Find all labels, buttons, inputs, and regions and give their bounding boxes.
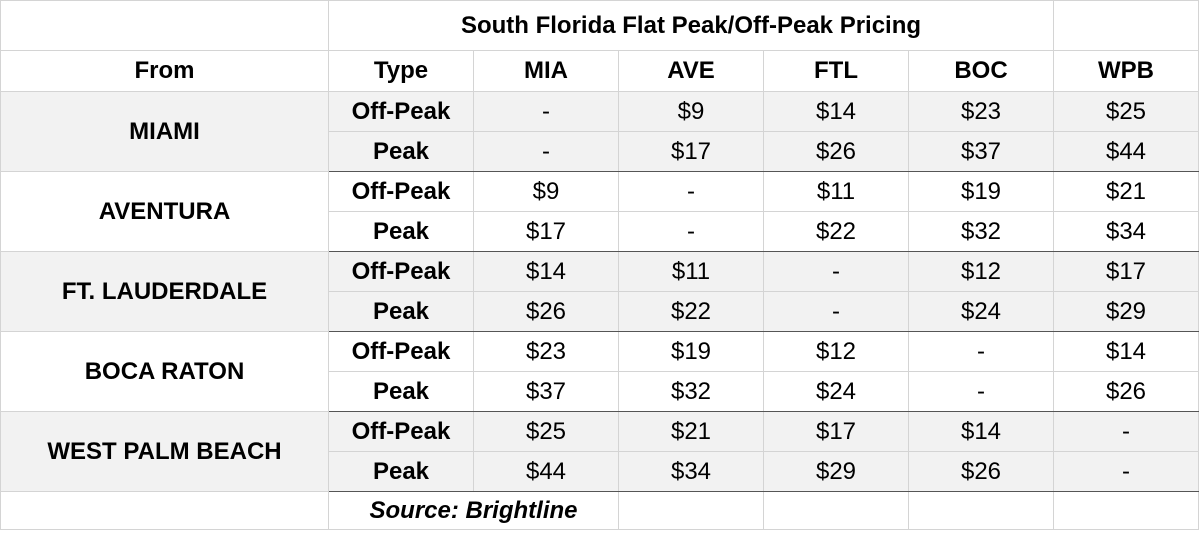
source-row: Source: Brightline [0, 491, 1199, 530]
price-cell: - [763, 251, 909, 292]
price-cell: - [473, 91, 619, 132]
table-row: Peak $44 $34 $29 $26- [1, 451, 1199, 492]
price-cell: - [473, 131, 619, 172]
price-cell: $14 [1053, 331, 1199, 372]
fare-type-cell: Peak [328, 211, 474, 252]
price-cell: $23 [473, 331, 619, 372]
price-cell: $12 [763, 331, 909, 372]
price-cell: $17 [618, 131, 764, 172]
price-cell: $11 [763, 171, 909, 212]
price-cell: $19 [908, 171, 1054, 212]
from-station-cell: AVENTURA [0, 171, 329, 252]
fare-type-cell: Peak [328, 131, 474, 172]
price-cell: $19 [618, 331, 764, 372]
column-header: Type [328, 50, 474, 92]
table-row: WEST PALM BEACH Off-Peak $25 $21 $17 $14- [0, 411, 1199, 492]
price-cell: $26 [908, 451, 1054, 492]
price-cell: $14 [763, 91, 909, 132]
table-row: BOCA RATON Off-Peak $23 $19 $12- $14 [0, 331, 1199, 412]
price-cell: $21 [618, 411, 764, 452]
blank-cell[interactable] [908, 491, 1054, 530]
table-title: South Florida Flat Peak/Off-Peak Pricing [328, 0, 1054, 51]
price-cell: - [618, 211, 764, 252]
price-cell: $24 [908, 291, 1054, 332]
fare-type-cell: Off-Peak [328, 331, 474, 372]
price-cell: $37 [908, 131, 1054, 172]
blank-cell[interactable] [1053, 491, 1199, 530]
price-cell: $17 [763, 411, 909, 452]
price-cell: - [1053, 411, 1199, 452]
header-row: From Type MIA AVE FTL BOC WPB [0, 50, 1199, 92]
price-cell: $11 [618, 251, 764, 292]
price-cell: $32 [618, 371, 764, 412]
price-cell: $21 [1053, 171, 1199, 212]
price-cell: $37 [473, 371, 619, 412]
fare-type-cell: Off-Peak [328, 411, 474, 452]
column-header: AVE [618, 50, 764, 92]
blank-cell[interactable] [0, 0, 329, 51]
price-cell: $29 [1053, 291, 1199, 332]
price-cell: $9 [618, 91, 764, 132]
price-cell: $14 [908, 411, 1054, 452]
price-cell: $14 [473, 251, 619, 292]
price-cell: - [908, 331, 1054, 372]
price-cell: - [618, 171, 764, 212]
price-cell: $22 [763, 211, 909, 252]
blank-cell[interactable] [618, 491, 764, 530]
source-note: Source: Brightline [328, 491, 619, 530]
price-cell: - [908, 371, 1054, 412]
from-station-cell: BOCA RATON [0, 331, 329, 412]
price-cell: $29 [763, 451, 909, 492]
price-cell: $12 [908, 251, 1054, 292]
price-cell: $25 [1053, 91, 1199, 132]
from-station-cell: MIAMI [0, 91, 329, 172]
column-header: WPB [1053, 50, 1199, 92]
blank-cell[interactable] [1053, 0, 1199, 51]
price-cell: $26 [763, 131, 909, 172]
price-cell: $34 [1053, 211, 1199, 252]
column-header: MIA [473, 50, 619, 92]
column-header: FTL [763, 50, 909, 92]
column-header: BOC [908, 50, 1054, 92]
price-cell: $23 [908, 91, 1054, 132]
table-row: Peak - $17 $26 $37 $44 [1, 131, 1199, 172]
price-cell: $17 [473, 211, 619, 252]
fare-type-cell: Off-Peak [328, 251, 474, 292]
blank-cell[interactable] [763, 491, 909, 530]
table-row: MIAMI Off-Peak - $9 $14 $23 $25 [0, 91, 1199, 172]
blank-cell[interactable] [0, 491, 329, 530]
fare-type-cell: Off-Peak [328, 91, 474, 132]
fare-type-cell: Peak [328, 291, 474, 332]
price-cell: $9 [473, 171, 619, 212]
table-row: FT. LAUDERDALE Off-Peak $14 $11- $12 $17 [0, 251, 1199, 332]
column-header: From [0, 50, 329, 92]
price-cell: $26 [1053, 371, 1199, 412]
price-cell: $34 [618, 451, 764, 492]
price-cell: $25 [473, 411, 619, 452]
table-row: Peak $26 $22- $24 $29 [1, 291, 1199, 332]
price-cell: $44 [1053, 131, 1199, 172]
fare-type-cell: Peak [328, 371, 474, 412]
price-cell: $44 [473, 451, 619, 492]
from-station-cell: WEST PALM BEACH [0, 411, 329, 492]
price-cell: $22 [618, 291, 764, 332]
price-cell: $17 [1053, 251, 1199, 292]
table-row: AVENTURA Off-Peak $9- $11 $19 $21 [0, 171, 1199, 252]
price-cell: - [1053, 451, 1199, 492]
from-station-cell: FT. LAUDERDALE [0, 251, 329, 332]
fare-type-cell: Off-Peak [328, 171, 474, 212]
table-row: Peak $37 $32 $24- $26 [1, 371, 1199, 412]
price-cell: - [763, 291, 909, 332]
price-cell: $24 [763, 371, 909, 412]
price-cell: $32 [908, 211, 1054, 252]
price-cell: $26 [473, 291, 619, 332]
fare-type-cell: Peak [328, 451, 474, 492]
